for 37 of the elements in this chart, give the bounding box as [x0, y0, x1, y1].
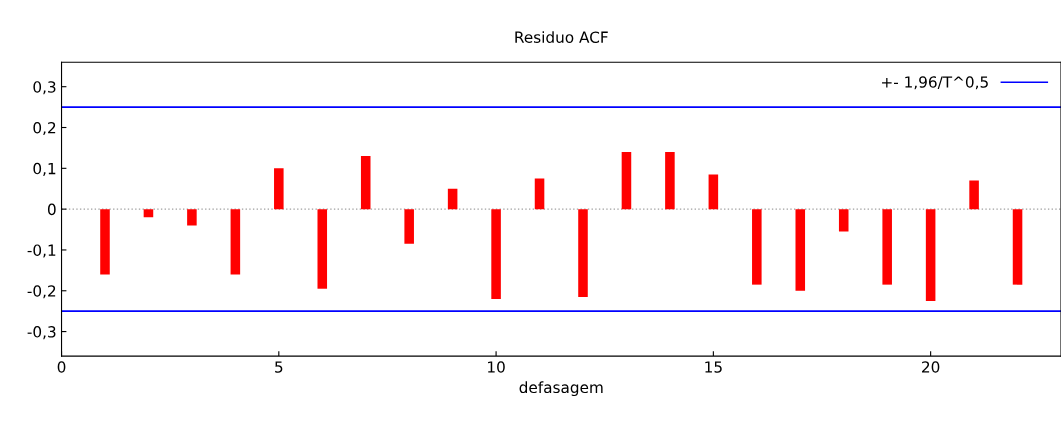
bar [752, 209, 762, 285]
x-tick-label: 0 [57, 361, 66, 373]
bar [143, 209, 154, 218]
bar [578, 209, 588, 297]
bar [230, 209, 241, 275]
y-tick-label: 0,3 [33, 81, 56, 95]
x-tick-label: 5 [275, 361, 283, 373]
bar [882, 209, 892, 285]
y-tick-label: -0,1 [27, 244, 56, 258]
bar [708, 174, 719, 210]
bar [1012, 209, 1023, 285]
bar [621, 152, 632, 210]
bar [665, 152, 675, 210]
y-tick-label: 0,1 [33, 162, 56, 176]
x-tick-label: 15 [705, 361, 722, 373]
bar [925, 209, 936, 301]
y-tick-label: 0 [47, 203, 56, 216]
bar [969, 180, 979, 210]
bar [534, 178, 545, 210]
bar [838, 209, 849, 232]
bar [317, 209, 328, 289]
x-axis-title: defasagem [519, 381, 603, 397]
x-tick-label: 10 [488, 361, 505, 373]
bar [187, 209, 197, 226]
bar [491, 209, 501, 299]
y-tick-label: -0,3 [27, 326, 56, 340]
y-tick-label: 0,2 [33, 121, 56, 136]
bar [360, 156, 371, 210]
bar [447, 188, 458, 210]
bar [274, 168, 284, 210]
bar [404, 209, 414, 244]
bar [795, 209, 806, 291]
y-tick-label: -0,2 [27, 285, 56, 299]
x-tick-label: 20 [922, 361, 940, 373]
legend-label: +- 1,96/T^0,5 [882, 76, 988, 90]
chart-title: Residuo ACF [515, 31, 608, 43]
bar [100, 209, 110, 275]
